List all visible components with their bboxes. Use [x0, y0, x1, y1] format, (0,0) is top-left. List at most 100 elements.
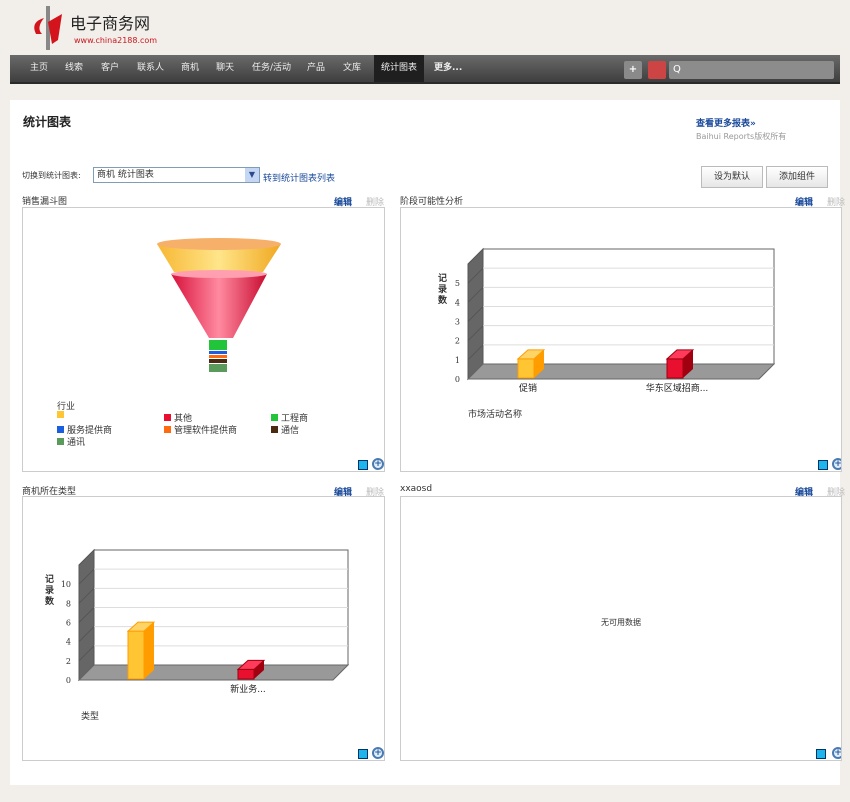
legend-swatch [57, 426, 64, 433]
funnel-segment [209, 355, 227, 358]
bar-side [254, 660, 264, 679]
logo[interactable]: 电子商务网 www.china2188.com [28, 4, 178, 52]
y-tick-label: 2 [455, 337, 460, 346]
nav-home[interactable]: 主页 [30, 63, 49, 73]
legend-swatch [271, 426, 278, 433]
bar-side [144, 622, 154, 679]
goto-list-link[interactable]: 转到统计图表列表 [263, 174, 336, 184]
set-default-button[interactable]: 设为默认 [701, 166, 763, 188]
logo-url: www.china2188.com [74, 36, 158, 45]
legend-item: 通讯 [57, 435, 85, 448]
logo-mark [34, 6, 62, 50]
legend-item: 通信 [271, 423, 299, 436]
select-value: 商机 统计图表 [97, 170, 154, 180]
type-bar-chart: 0 2 4 6 8 10 新业务... [61, 548, 350, 695]
calendar-icon[interactable] [648, 61, 666, 79]
more-reports-link[interactable]: 查看更多报表» [696, 119, 756, 129]
y-axis-label: 记录数 [45, 575, 55, 607]
x-axis-label: 市场活动名称 [468, 410, 523, 420]
legend-item: 服务提供商 [57, 423, 112, 436]
bar [237, 668, 255, 680]
nav-contacts[interactable]: 联系人 [137, 63, 165, 73]
legend-label: 服务提供商 [67, 426, 113, 436]
type-panel: 0 2 4 6 8 10 新业务... 记录数 类型 + [22, 496, 385, 761]
add-icon[interactable]: + [624, 61, 642, 79]
edit-link[interactable]: 编辑 [795, 488, 814, 498]
zoom-icon[interactable]: + [372, 458, 384, 470]
bar-top [665, 349, 695, 360]
y-axis-label: 记录数 [438, 274, 448, 306]
panel-title-stage: 阶段可能性分析 [400, 197, 464, 207]
y-tick-label: 3 [455, 318, 460, 327]
nav-opportunities[interactable]: 商机 [181, 63, 200, 73]
y-tick-label: 1 [455, 356, 460, 365]
x-tick-label: 促销 [519, 382, 537, 394]
chart-switch-select[interactable]: 商机 统计图表 ▼ [93, 167, 260, 183]
nav-chat[interactable]: 聊天 [216, 63, 235, 73]
chart-type-icon[interactable] [358, 460, 368, 470]
chart-type-icon[interactable] [358, 749, 368, 759]
funnel-segment [157, 244, 281, 272]
edit-link[interactable]: 编辑 [334, 198, 353, 208]
funnel-segment [209, 351, 227, 354]
copyright: Baihui Reports版权所有 [696, 132, 787, 141]
funnel-segment [209, 359, 227, 363]
search-icon: Q [673, 64, 681, 75]
legend-label: 通信 [281, 426, 300, 436]
nav-charts[interactable]: 统计图表 [374, 55, 425, 82]
legend-swatch [57, 411, 64, 418]
edit-link[interactable]: 编辑 [795, 198, 814, 208]
funnel-segment [209, 364, 227, 372]
legend-item [57, 411, 67, 418]
nav-products[interactable]: 产品 [307, 63, 326, 73]
nav-customers[interactable]: 客户 [101, 63, 120, 73]
gridline [78, 626, 95, 643]
legend-swatch [271, 414, 278, 421]
funnel-segment [209, 340, 227, 350]
legend-label: 工程商 [281, 414, 309, 424]
floor [466, 363, 776, 380]
zoom-icon[interactable]: + [832, 458, 841, 470]
y-tick-label: 4 [455, 298, 460, 307]
panel-title-type: 商机所在类型 [22, 487, 77, 497]
stage-panel: 0 1 2 3 4 5 促销 华东区域招商... 记录数 市场活动名称 + [400, 207, 842, 472]
nav-leads[interactable]: 线索 [65, 63, 84, 73]
switch-label: 切换到统计图表: [22, 171, 81, 180]
gridline [467, 306, 484, 322]
y-tick-label: 0 [455, 375, 460, 384]
edit-link[interactable]: 编辑 [334, 488, 353, 498]
main-nav: 主页 线索 客户 联系人 商机 聊天 任务/活动 产品 文库 统计图表 更多..… [10, 55, 840, 84]
y-tick-label: 2 [66, 657, 71, 666]
nav-more[interactable]: 更多... [434, 63, 463, 73]
zoom-icon[interactable]: + [372, 747, 384, 759]
nav-tasks[interactable]: 任务/活动 [252, 63, 292, 73]
legend-item: 其他 [164, 411, 192, 424]
bar [517, 358, 535, 379]
add-widget-button[interactable]: 添加组件 [766, 166, 828, 188]
legend-item: 工程商 [271, 411, 308, 424]
delete-link[interactable]: 删除 [827, 488, 846, 498]
funnel-chart [157, 238, 281, 372]
legend-label: 管理软件提供商 [174, 426, 238, 436]
delete-link[interactable]: 删除 [827, 198, 846, 208]
legend-item: 管理软件提供商 [164, 423, 237, 436]
stage-bar-chart: 0 1 2 3 4 5 促销 华东区域招商... [455, 247, 776, 394]
nav-library[interactable]: 文库 [343, 63, 362, 73]
funnel-segment-top [171, 270, 267, 278]
gridline [467, 267, 484, 284]
chart-type-icon[interactable] [818, 460, 828, 470]
x-tick-label: 新业务... [230, 683, 266, 695]
legend-swatch [57, 438, 64, 445]
legend-swatch [164, 426, 171, 433]
delete-link[interactable]: 删除 [366, 198, 385, 208]
chart-type-icon[interactable] [816, 749, 826, 759]
search-input[interactable]: Q [669, 61, 834, 79]
gridline [467, 325, 484, 342]
bar [666, 358, 684, 379]
gridline [78, 607, 95, 623]
funnel-top [157, 238, 281, 250]
zoom-icon[interactable]: + [832, 747, 841, 759]
x-tick-label: 华东区域招商... [646, 382, 709, 394]
delete-link[interactable]: 删除 [366, 488, 385, 498]
bar-top [236, 659, 266, 670]
